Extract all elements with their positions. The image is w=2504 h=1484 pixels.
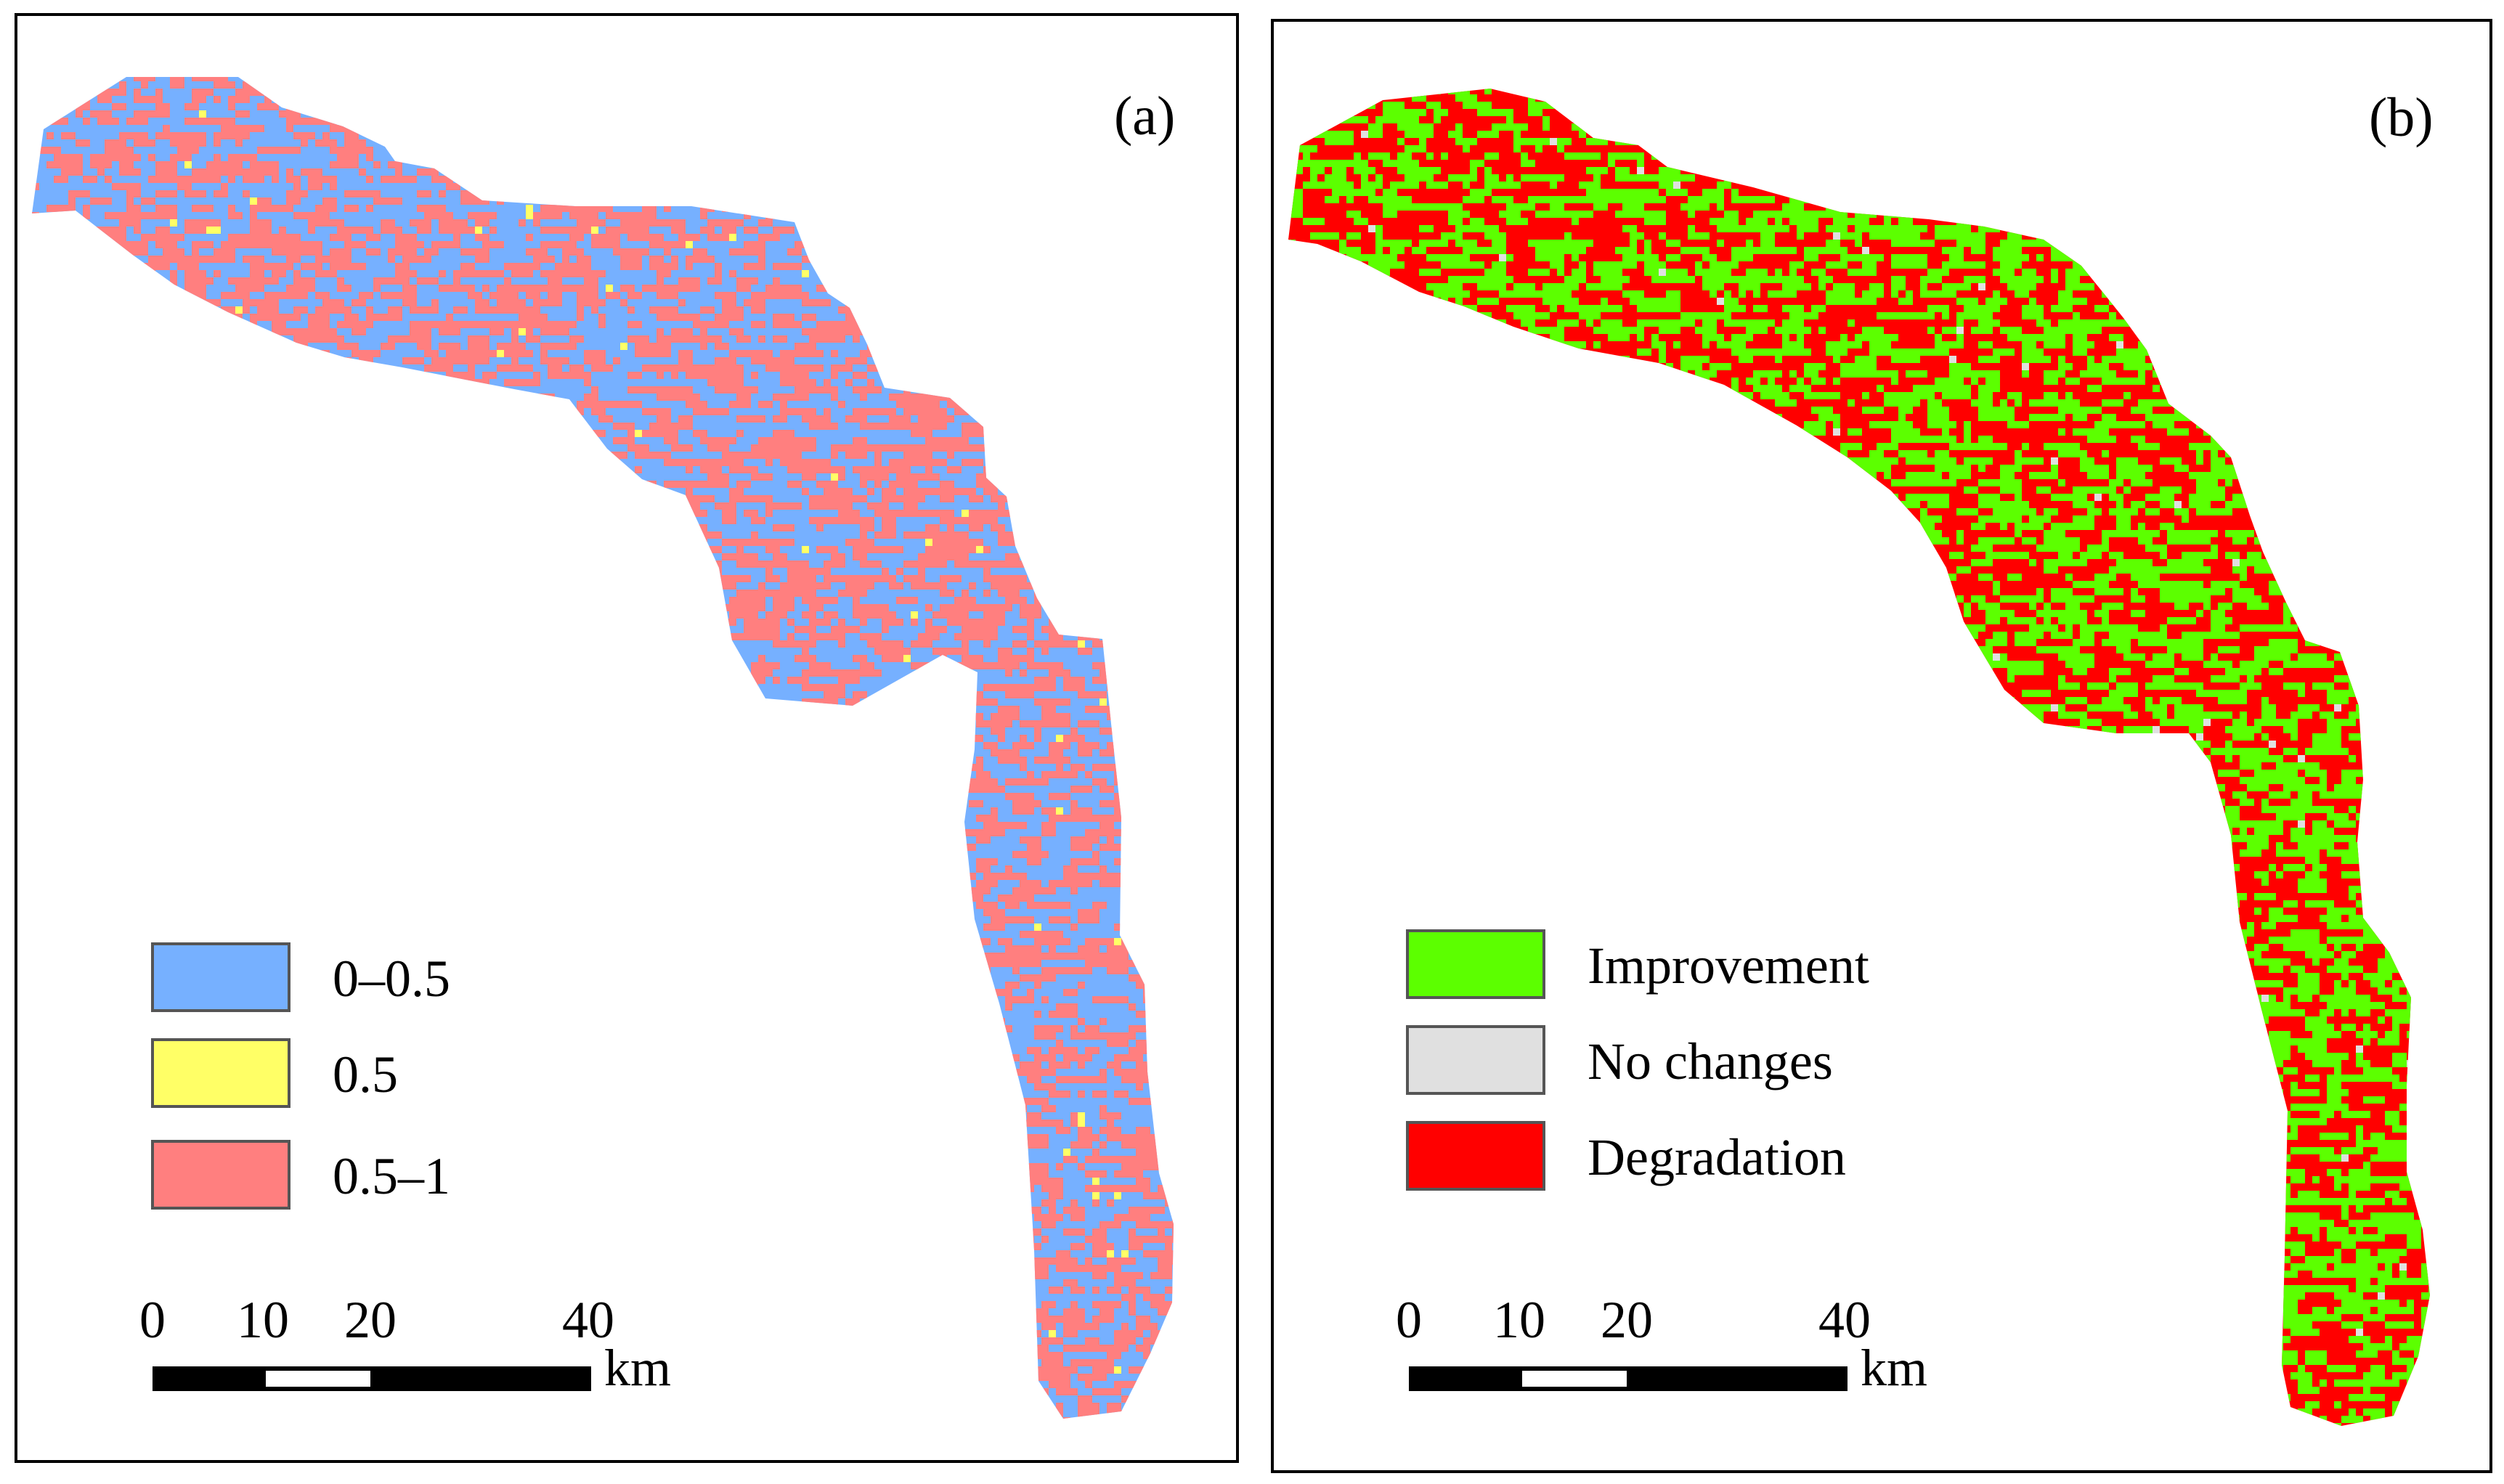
scale-tick-label: 10 (237, 1291, 289, 1349)
scale-bar-segment (1627, 1366, 1847, 1391)
scale-unit-label: km (1861, 1339, 1928, 1397)
legend-swatch (1406, 929, 1545, 999)
scale-tick-label: 0 (1396, 1291, 1422, 1349)
legend-label: Improvement (1588, 937, 1869, 995)
panel-label-b: (b) (2369, 87, 2434, 148)
scale-tick-label: 40 (562, 1291, 614, 1349)
legend-swatch (151, 942, 290, 1012)
map-raster-b (1288, 89, 2430, 1426)
panel-label-a: (a) (1114, 86, 1176, 147)
scale-bar-segment (153, 1366, 266, 1391)
map-panel-b: (b) Improvement No changes Degradation 0… (1271, 19, 2492, 1473)
map-raster-a (32, 77, 1174, 1419)
legend-swatch (1406, 1121, 1545, 1191)
legend-label: 0.5 (333, 1045, 398, 1104)
legend-label: 0.5–1 (333, 1147, 450, 1205)
map-panel-a: (a) 0–0.5 0.5 0.5–1 0 10 20 40 km (15, 13, 1239, 1463)
scale-tick-label: 40 (1818, 1291, 1871, 1349)
legend-swatch (1406, 1025, 1545, 1095)
scale-tick-label: 0 (139, 1291, 166, 1349)
scale-bar-segment (370, 1366, 591, 1391)
scale-bar-segment (1409, 1366, 1522, 1391)
scale-unit-label: km (604, 1339, 672, 1397)
legend-label: No changes (1588, 1032, 1833, 1090)
scale-tick-label: 10 (1493, 1291, 1545, 1349)
legend-label: 0–0.5 (333, 950, 450, 1008)
legend-swatch (151, 1140, 290, 1210)
legend-label: Degradation (1588, 1128, 1846, 1186)
scale-bar-segment (261, 1366, 375, 1391)
legend-swatch (151, 1038, 290, 1108)
scale-tick-label: 20 (1601, 1291, 1653, 1349)
scale-tick-label: 20 (344, 1291, 397, 1349)
scale-bar-segment (1518, 1366, 1631, 1391)
